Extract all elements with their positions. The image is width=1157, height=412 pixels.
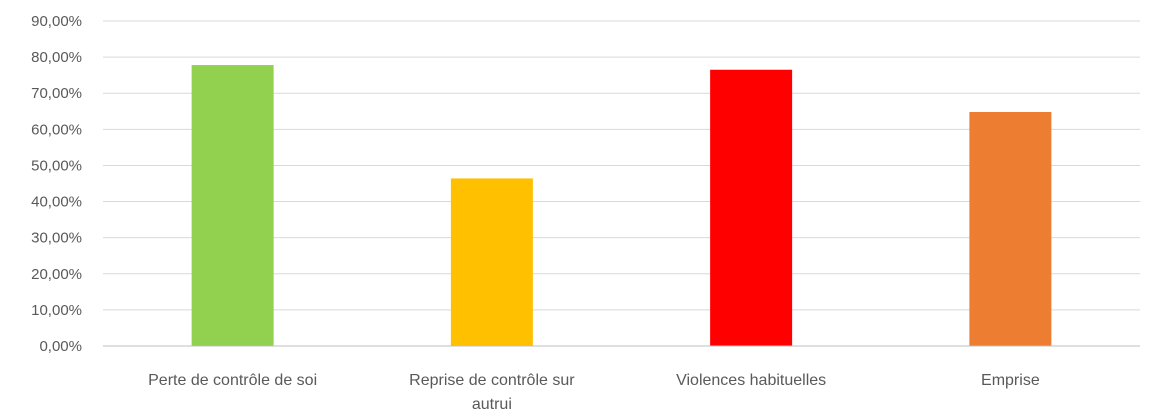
bar bbox=[969, 112, 1052, 346]
x-category-label: autrui bbox=[472, 396, 512, 412]
gridlines bbox=[103, 20, 1140, 311]
y-tick-label: 50,00% bbox=[31, 157, 82, 174]
bar bbox=[450, 178, 533, 346]
x-category-label: Emprise bbox=[981, 372, 1040, 389]
y-tick-label: 80,00% bbox=[31, 49, 82, 66]
y-axis-ticks: 0,00% 10,00% 20,00% 30,00% 40,00% 50,00% 60,00… bbox=[31, 13, 82, 355]
y-tick-label: 70,00% bbox=[31, 85, 82, 102]
x-category-label: Violences habituelles bbox=[676, 372, 826, 389]
x-category-label: Reprise de contrôle sur bbox=[409, 372, 575, 389]
y-tick-label: 0,00% bbox=[39, 338, 82, 355]
y-tick-label: 60,00% bbox=[31, 121, 82, 138]
x-axis-categories: Perte de contrôle de soi Reprise de contr… bbox=[148, 372, 1040, 412]
bar bbox=[710, 69, 793, 346]
bars bbox=[191, 65, 1052, 347]
y-tick-label: 20,00% bbox=[31, 266, 82, 283]
y-tick-label: 10,00% bbox=[31, 302, 82, 319]
y-tick-label: 40,00% bbox=[31, 194, 82, 211]
y-tick-label: 90,00% bbox=[31, 13, 82, 30]
x-category-label: Perte de contrôle de soi bbox=[148, 372, 317, 389]
y-tick-label: 30,00% bbox=[31, 230, 82, 247]
bar bbox=[191, 65, 274, 347]
